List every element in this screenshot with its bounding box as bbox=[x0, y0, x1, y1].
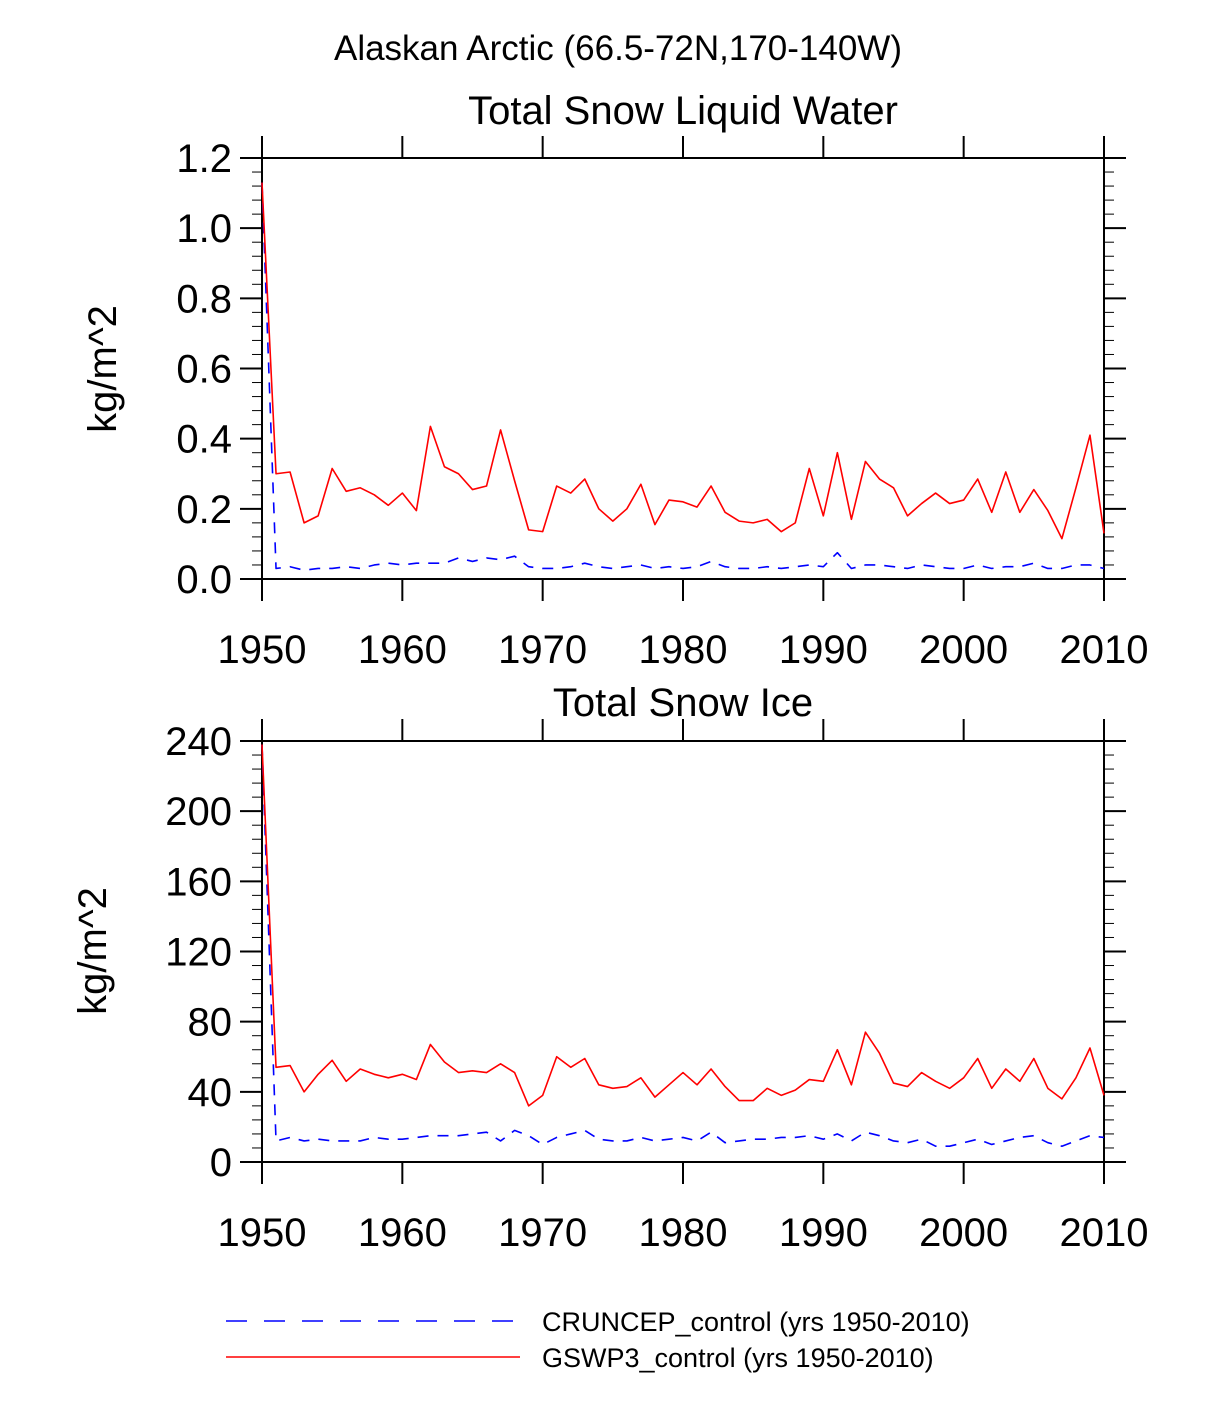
series-line-cruncep bbox=[261, 744, 1105, 1148]
x-tick-label: 2000 bbox=[919, 628, 1008, 672]
x-tick-label: 1990 bbox=[779, 628, 868, 672]
y-tick-label: 0 bbox=[210, 1141, 232, 1185]
y-tick-label: 0.2 bbox=[176, 488, 232, 532]
panel-title: Total Snow Ice bbox=[553, 681, 813, 725]
x-tick-label: 1980 bbox=[639, 628, 728, 672]
x-tick-label: 1980 bbox=[639, 1211, 728, 1255]
legend-label-gswp3: GSWP3_control (yrs 1950-2010) bbox=[542, 1343, 934, 1373]
y-tick-label: 0.4 bbox=[176, 418, 232, 462]
y-tick-label: 0.6 bbox=[176, 348, 232, 392]
y-tick-label: 240 bbox=[165, 720, 232, 764]
panel-title: Total Snow Liquid Water bbox=[468, 89, 898, 133]
y-tick-label: 1.2 bbox=[176, 137, 232, 181]
plot-frame bbox=[261, 157, 1105, 580]
x-tick-label: 1960 bbox=[358, 1211, 447, 1255]
y-axis-label: kg/m^2 bbox=[71, 887, 115, 1015]
series-line-cruncep bbox=[261, 182, 1105, 572]
x-tick-label: 1970 bbox=[498, 1211, 587, 1255]
x-tick-label: 1970 bbox=[498, 628, 587, 672]
x-tick-label: 1960 bbox=[358, 628, 447, 672]
x-tick-label: 2000 bbox=[919, 1211, 1008, 1255]
y-tick-label: 120 bbox=[165, 931, 232, 975]
y-tick-label: 200 bbox=[165, 790, 232, 834]
x-tick-label: 1990 bbox=[779, 1211, 868, 1255]
figure-title: Alaskan Arctic (66.5-72N,170-140W) bbox=[334, 29, 902, 68]
series-line-gswp3 bbox=[261, 182, 1105, 540]
plot-frame bbox=[261, 740, 1105, 1163]
y-tick-label: 160 bbox=[165, 860, 232, 904]
x-tick-label: 1950 bbox=[218, 1211, 307, 1255]
x-tick-label: 2010 bbox=[1060, 628, 1149, 672]
y-tick-label: 1.0 bbox=[176, 207, 232, 251]
y-tick-label: 0.0 bbox=[176, 558, 232, 602]
panel-snow-ice: Total Snow Ice kg/m^2 0 40 80 120 160 200 240 1… bbox=[71, 681, 1148, 1255]
legend: CRUNCEP_control (yrs 1950-2010) GSWP3_co… bbox=[226, 1307, 970, 1373]
y-axis-label: kg/m^2 bbox=[81, 305, 125, 433]
panel-snow-liquid-water: Total Snow Liquid Water kg/m^2 0.0 0.2 0.4… bbox=[81, 89, 1148, 672]
x-tick-label: 1950 bbox=[218, 628, 307, 672]
legend-label-cruncep: CRUNCEP_control (yrs 1950-2010) bbox=[542, 1307, 970, 1337]
y-tick-label: 40 bbox=[188, 1071, 233, 1115]
y-tick-label: 80 bbox=[188, 1001, 233, 1045]
series-line-gswp3 bbox=[261, 744, 1105, 1107]
y-tick-label: 0.8 bbox=[176, 277, 232, 321]
x-tick-label: 2010 bbox=[1060, 1211, 1149, 1255]
